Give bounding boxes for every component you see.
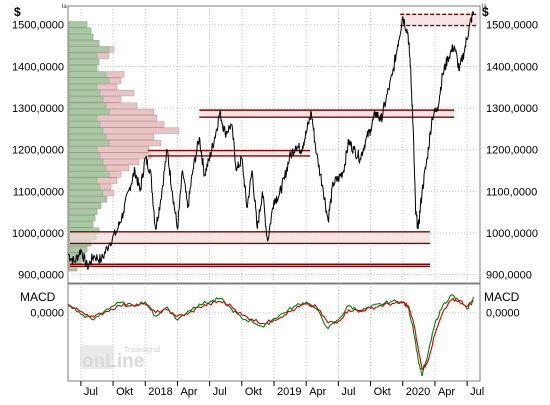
volume-profile-bar-green — [68, 83, 98, 90]
volume-profile-bar-green — [68, 221, 94, 228]
macd-ytick-label-right: 0,0000 — [486, 308, 520, 320]
volume-profile-bar-green — [68, 183, 101, 190]
scale-marker-left: la — [62, 4, 67, 10]
x-tick-label: Jul — [341, 386, 355, 398]
x-tick-label: 2019 — [277, 386, 301, 398]
x-tick-label: Jul — [213, 386, 227, 398]
currency-symbol-left: $ — [14, 5, 21, 19]
x-tick-label: Okt — [245, 386, 262, 398]
volume-profile-bar-green — [68, 46, 110, 53]
volume-profile-bar-green — [68, 246, 88, 253]
volume-profile-bar-green — [68, 52, 98, 59]
volume-profile-bar-green — [68, 127, 104, 134]
volume-profile-bar-green — [68, 152, 101, 159]
price-ytick-label-left: 1500,0000 — [12, 20, 64, 32]
volume-profile-bar-green — [68, 215, 96, 222]
price-ytick-label-left: 1400,0000 — [12, 61, 64, 73]
volume-profile-bar-green — [68, 133, 107, 140]
macd-series — [67, 294, 475, 377]
scale-marker-right: la — [482, 4, 487, 10]
volume-profile-bar-green — [68, 33, 94, 40]
volume-profile-bar-green — [68, 158, 104, 165]
macd-signal-line — [67, 297, 474, 371]
band-fill — [199, 110, 455, 118]
watermark-logo-box — [80, 345, 114, 369]
price-ytick-label-left: 1200,0000 — [12, 145, 64, 157]
volume-profile-bar-green — [68, 108, 110, 115]
price-ytick-label-right: 1000,0000 — [486, 228, 538, 240]
band-fill — [70, 231, 430, 244]
volume-profile-bar-green — [68, 96, 104, 103]
macd-title-right: MACD — [484, 290, 520, 304]
price-ytick-label-left: 1000,0000 — [12, 228, 64, 240]
x-tick-label: 2018 — [148, 386, 172, 398]
price-ytick-label-left: 1100,0000 — [13, 186, 64, 198]
x-tick-label: Jul — [84, 386, 98, 398]
volume-profile-bar-green — [68, 202, 102, 209]
volume-profile-bar-green — [68, 21, 88, 28]
volume-profile-bar-green — [68, 102, 107, 109]
band-fill — [70, 264, 430, 267]
x-tick-label: Apr — [309, 386, 326, 398]
volume-profile-bar-green — [68, 77, 110, 84]
price-ytick-label-right: 1200,0000 — [486, 145, 538, 157]
watermark: Tradesignal onLine — [80, 345, 161, 372]
volume-profile-bar-green — [68, 177, 98, 184]
watermark-small: Tradesignal — [124, 347, 161, 354]
currency-symbol-right: $ — [482, 5, 489, 19]
x-tick-label: Jul — [470, 386, 484, 398]
volume-profile-bar-green — [68, 65, 98, 72]
y-axis-labels: 900,0000 900,0000 1000,0000 1000,0000 1100,0… — [12, 20, 538, 320]
volume-profile-bar-green — [68, 40, 100, 47]
price-line — [67, 11, 475, 270]
volume-profile-bar-green — [68, 27, 92, 34]
volume-profile-bar-green — [68, 115, 98, 122]
x-tick-label: 2020 — [406, 386, 430, 398]
x-axis-labels: Jul Okt 2018 Apr Jul Okt 2019 Apr Jul Okt 2020 Apr J… — [80, 381, 484, 398]
volume-profile-bar-green — [68, 165, 107, 172]
price-ytick-label-left: 1300,0000 — [12, 103, 64, 115]
band-fill — [400, 14, 478, 26]
watermark-big: onLine — [82, 351, 144, 372]
volume-profile-bar-green — [68, 90, 101, 97]
volume-profile-bar-green — [68, 208, 98, 215]
x-tick-label: Okt — [116, 386, 133, 398]
support-resistance-bands — [70, 13, 478, 268]
price-ytick-label-right: 900,0000 — [486, 270, 532, 282]
macd-ytick-label-left: 0,0000 — [30, 308, 64, 320]
x-tick-label: Okt — [374, 386, 391, 398]
price-ytick-label-right: 1300,0000 — [486, 103, 538, 115]
volume-profile-bar-green — [68, 190, 104, 197]
macd-title-left: MACD — [20, 290, 56, 304]
volume-profile-bar-green — [68, 171, 110, 178]
x-tick-label: Apr — [180, 386, 197, 398]
price-ytick-label-right: 1100,0000 — [486, 186, 537, 198]
volume-profile-bar-green — [68, 71, 107, 78]
volume-profile-bar-green — [68, 121, 101, 128]
volume-profile-bar-green — [68, 146, 98, 153]
volume-profile-bar-green — [68, 58, 100, 65]
price-ytick-label-right: 1500,0000 — [486, 20, 538, 32]
x-tick-label: Apr — [438, 386, 455, 398]
price-ytick-label-left: 900,0000 — [18, 270, 64, 282]
volume-profile-bar-green — [68, 140, 110, 147]
price-series — [67, 11, 475, 270]
price-ytick-label-right: 1400,0000 — [486, 61, 538, 73]
volume-profile-bar-green — [68, 196, 107, 203]
band-fill — [147, 150, 311, 156]
